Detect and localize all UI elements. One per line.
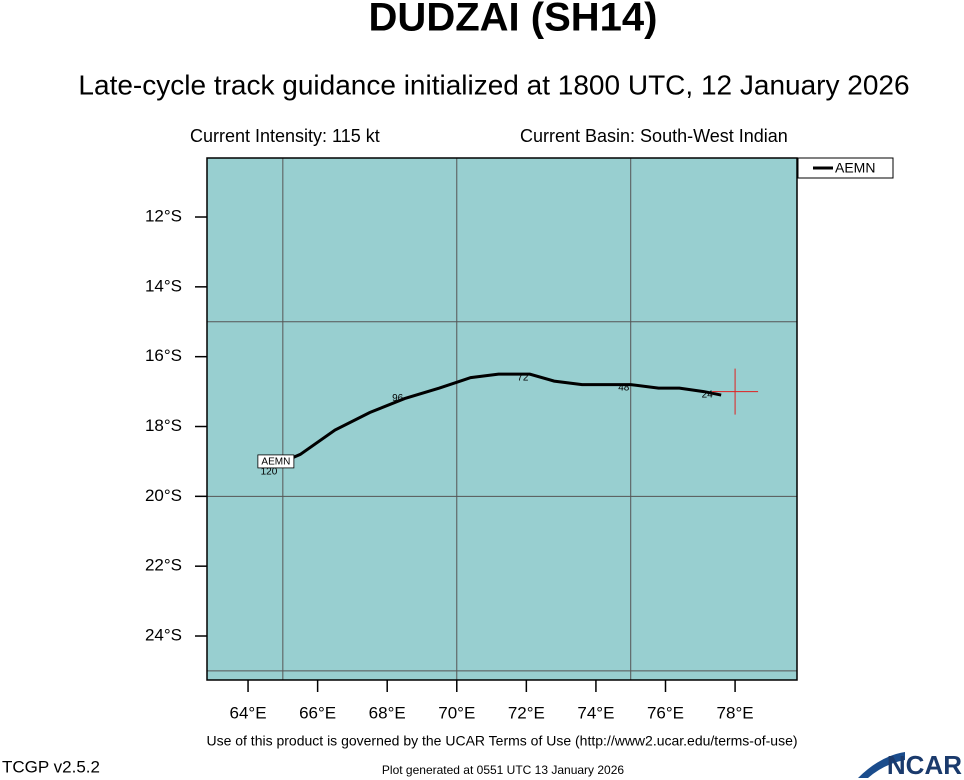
y-tick-label: 14°S [145, 276, 182, 295]
forecast-hour-label: 72 [517, 372, 529, 383]
legend-label: AEMN [835, 160, 875, 176]
logo-swoosh [858, 752, 905, 778]
y-tick-label: 12°S [145, 206, 182, 225]
x-tick-label: 78°E [717, 703, 754, 722]
footer-text: Use of this product is governed by the U… [206, 733, 797, 749]
y-tick-label: 20°S [145, 486, 182, 505]
info-text: Current Basin: South-West Indian [520, 126, 788, 146]
version-text: TCGP v2.5.2 [2, 757, 100, 776]
plot-frame [206, 157, 798, 681]
plot-area [207, 158, 797, 680]
x-tick-label: 70°E [438, 703, 475, 722]
x-tick-label: 64°E [230, 703, 267, 722]
chart-title: DUDZAI (SH14) [369, 0, 658, 40]
x-tick-label: 68°E [369, 703, 406, 722]
x-tick-label: 76°E [647, 703, 684, 722]
forecast-hour-label: 120 [261, 467, 278, 478]
track-line [275, 372, 722, 467]
x-tick-label: 74°E [577, 703, 614, 722]
forecast-hour-label: 48 [618, 383, 630, 394]
y-tick-label: 24°S [145, 625, 182, 644]
forecast-hour-label: 96 [392, 393, 404, 404]
info-text: Current Intensity: 115 kt [190, 126, 380, 146]
track-label-box [257, 454, 295, 469]
chart-subtitle: Late-cycle track guidance initialized at… [78, 69, 909, 100]
y-tick-label: 18°S [145, 416, 182, 435]
x-tick-label: 66°E [299, 703, 336, 722]
forecast-hour-label: 24 [702, 390, 714, 401]
legend-box [797, 157, 894, 179]
generated-text: Plot generated at 0551 UTC 13 January 20… [382, 763, 624, 777]
track-label: AEMN [261, 457, 290, 468]
x-tick-label: 72°E [508, 703, 545, 722]
logo-text: NCAR [887, 750, 962, 780]
y-tick-label: 22°S [145, 556, 182, 575]
y-tick-label: 16°S [145, 346, 182, 365]
